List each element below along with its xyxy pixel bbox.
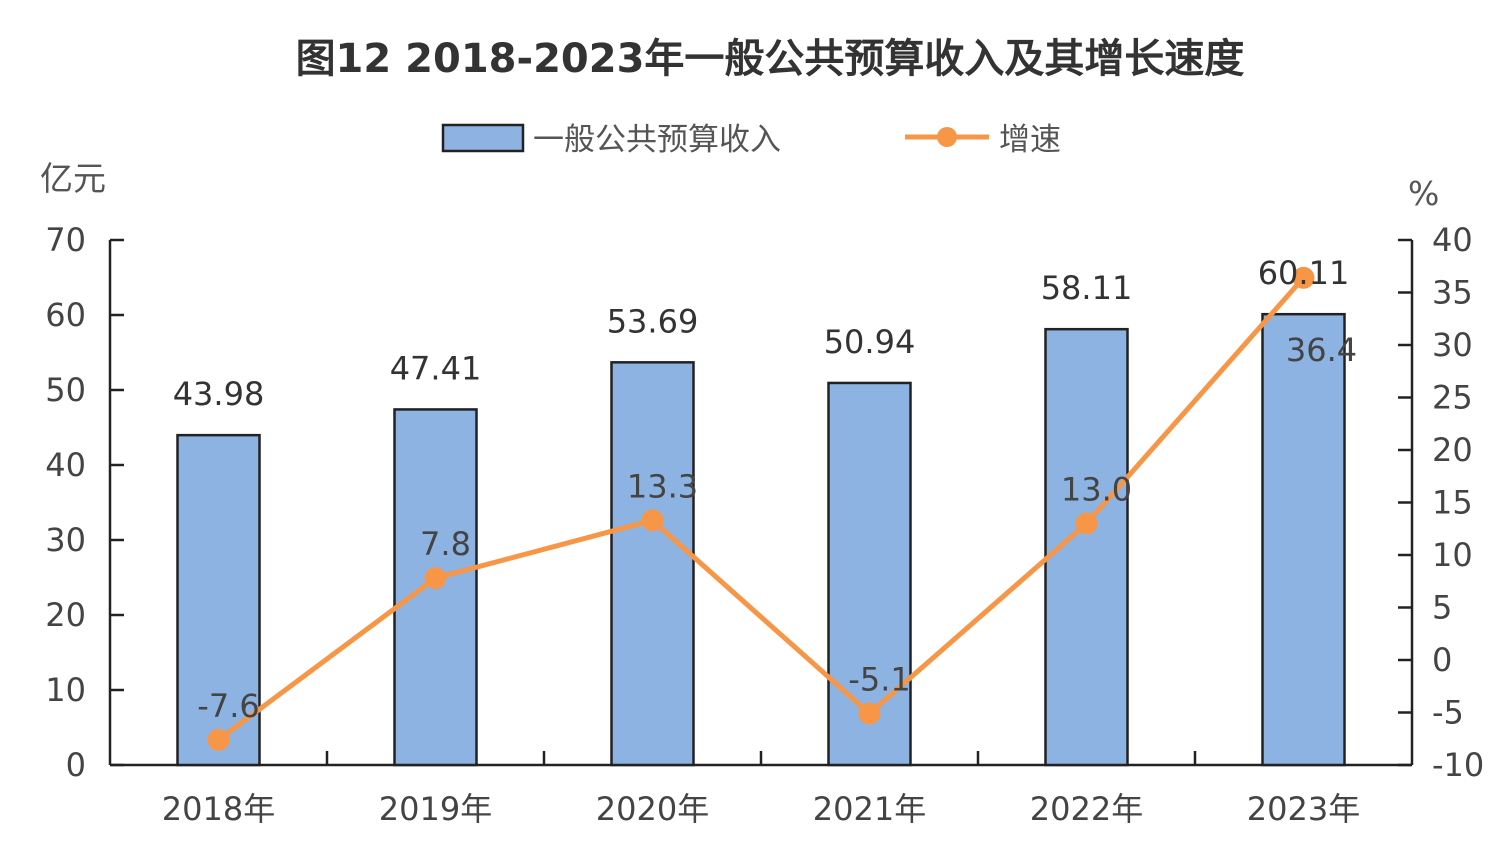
left-tick-label: 10 bbox=[45, 671, 86, 709]
bar bbox=[610, 361, 695, 767]
chart-title: 图12 2018-2023年一般公共预算收入及其增长速度 bbox=[296, 36, 1245, 82]
right-tick-label: 10 bbox=[1432, 536, 1473, 574]
left-tick-label: 30 bbox=[45, 521, 86, 559]
right-tick-label: 35 bbox=[1432, 274, 1473, 312]
left-tick-label: 60 bbox=[45, 296, 86, 334]
growth-value-label: 13.3 bbox=[627, 467, 698, 505]
left-tick-label: 50 bbox=[45, 371, 86, 409]
data-labels: 43.98 47.41 53.69 50.94 58.11 60.11 -7.6 7.8 13.… bbox=[173, 254, 1357, 725]
growth-point bbox=[641, 509, 664, 532]
growth-point bbox=[424, 567, 447, 590]
left-tick-label: 0 bbox=[66, 746, 86, 784]
bar-series bbox=[176, 312, 1346, 767]
right-tick-label: -10 bbox=[1432, 746, 1484, 784]
growth-point bbox=[207, 728, 230, 751]
bar-value-label: 50.94 bbox=[824, 323, 916, 361]
right-axis-unit: % bbox=[1408, 174, 1439, 213]
x-category-label: 2023年 bbox=[1247, 790, 1360, 828]
right-tick-label: 25 bbox=[1432, 379, 1473, 417]
growth-value-label: 13.0 bbox=[1061, 471, 1132, 509]
left-tick-label: 40 bbox=[45, 446, 86, 484]
legend-bar-label: 一般公共预算收入 bbox=[533, 122, 781, 158]
x-category-label: 2022年 bbox=[1030, 790, 1143, 828]
growth-value-label: -5.1 bbox=[848, 661, 910, 699]
growth-point bbox=[858, 702, 881, 725]
growth-point bbox=[1292, 266, 1315, 289]
x-category-label: 2018年 bbox=[162, 790, 275, 828]
bar-value-label: 60.11 bbox=[1258, 254, 1350, 292]
right-tick-label: -5 bbox=[1432, 694, 1464, 732]
growth-value-label: -7.6 bbox=[197, 687, 259, 725]
x-category-label: 2019年 bbox=[379, 790, 492, 828]
growth-value-label: 7.8 bbox=[420, 525, 471, 563]
bar-value-label: 53.69 bbox=[607, 302, 699, 340]
line-series bbox=[207, 266, 1315, 751]
right-tick-label: 5 bbox=[1432, 589, 1452, 627]
bar bbox=[827, 381, 912, 767]
legend-line-label: 增速 bbox=[999, 122, 1061, 158]
left-tick-label: 20 bbox=[45, 596, 86, 634]
legend-bar-swatch bbox=[441, 123, 525, 153]
bar bbox=[1261, 312, 1346, 767]
legend: 一般公共预算收入 增速 bbox=[441, 122, 1061, 158]
growth-point bbox=[1075, 512, 1098, 535]
growth-value-label: 36.4 bbox=[1286, 331, 1357, 369]
bar-value-label: 47.41 bbox=[390, 349, 482, 387]
left-tick-label: 70 bbox=[45, 221, 86, 259]
x-category-label: 2021年 bbox=[813, 790, 926, 828]
legend-line-marker bbox=[937, 127, 957, 147]
right-tick-label: 15 bbox=[1432, 484, 1473, 522]
left-axis-unit: 亿元 bbox=[40, 159, 106, 198]
bar-value-label: 58.11 bbox=[1041, 269, 1133, 307]
bar-value-label: 43.98 bbox=[173, 375, 265, 413]
right-tick-label: 30 bbox=[1432, 326, 1473, 364]
axes: 0 10 20 30 40 50 60 70 -10 -5 0 5 10 15 20 25 30 35 40 2018… bbox=[45, 221, 1484, 828]
right-tick-label: 20 bbox=[1432, 431, 1473, 469]
growth-line bbox=[217, 276, 1306, 742]
right-tick-label: 40 bbox=[1432, 221, 1473, 259]
x-category-label: 2020年 bbox=[596, 790, 709, 828]
right-tick-label: 0 bbox=[1432, 641, 1452, 679]
bar bbox=[176, 433, 261, 767]
